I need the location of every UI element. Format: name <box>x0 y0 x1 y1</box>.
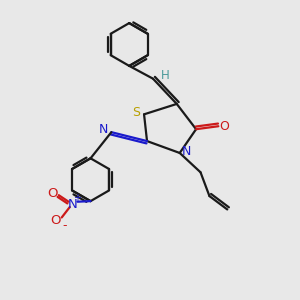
Text: O: O <box>47 187 58 200</box>
Text: N: N <box>99 123 109 136</box>
Text: -: - <box>62 219 67 232</box>
Text: +: + <box>73 193 81 202</box>
Text: H: H <box>160 69 169 82</box>
Text: S: S <box>133 106 141 119</box>
Text: O: O <box>219 120 229 133</box>
Text: N: N <box>67 198 77 211</box>
Text: N: N <box>182 145 191 158</box>
Text: O: O <box>50 214 60 227</box>
